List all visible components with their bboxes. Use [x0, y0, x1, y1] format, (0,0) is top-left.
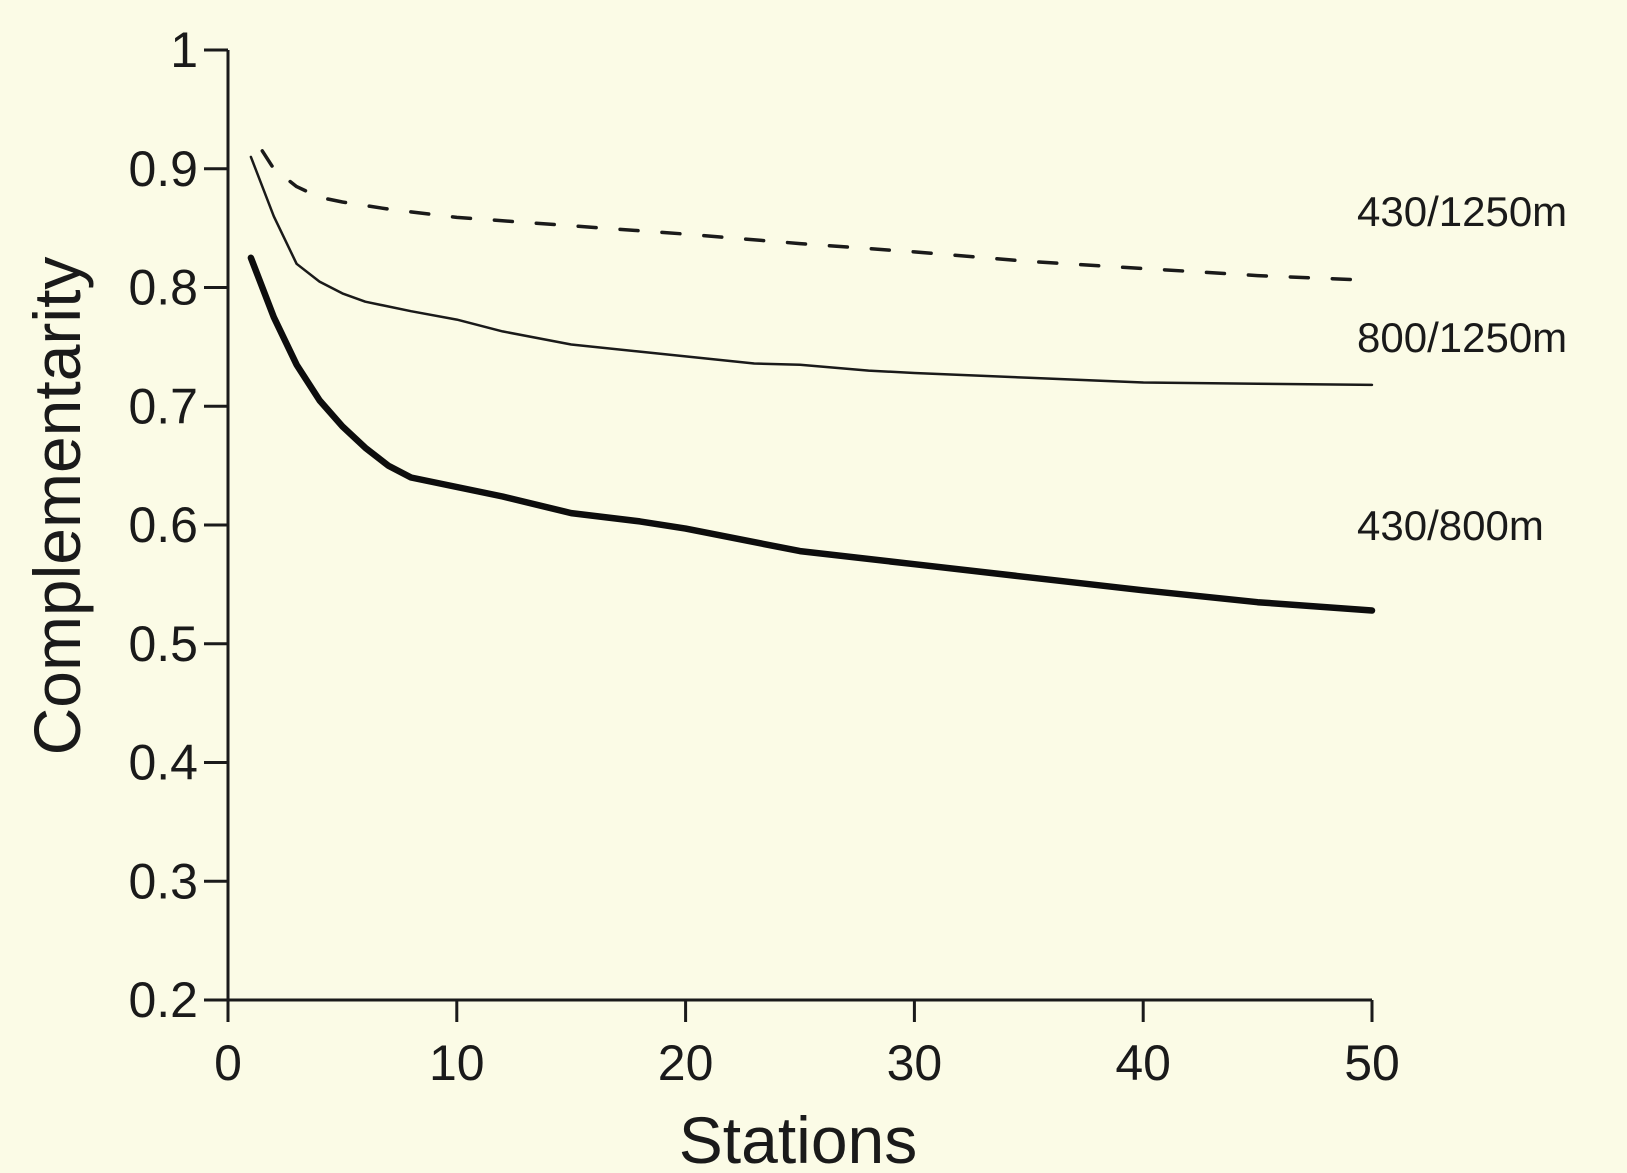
y-tick-label: 0.9 [128, 141, 198, 197]
y-tick-label: 0.8 [128, 260, 198, 316]
axes: 0.20.30.40.50.60.70.80.910 10 20 30 40 50 [128, 22, 1399, 1091]
labels-layer: 430/1250m 800/1250m 430/800m [1357, 188, 1567, 549]
series-label-430-1250m: 430/1250m [1357, 188, 1567, 235]
x-tick-label: 10 [429, 1035, 485, 1091]
y-tick-label: 1 [170, 22, 198, 78]
series-line-430-1250m [260, 149, 1374, 283]
y-tick-label: 0.5 [128, 616, 198, 672]
y-tick-label: 0.6 [128, 497, 198, 553]
y-tick-label: 0.4 [128, 735, 198, 791]
series-layer [247, 149, 1376, 614]
x-tick-label: 0 [214, 1035, 242, 1091]
y-tick-label: 0.7 [128, 378, 198, 434]
x-tick-label: 50 [1344, 1035, 1400, 1091]
series-line-800-1250m [249, 155, 1374, 387]
y-tick-label: 0.2 [128, 972, 198, 1028]
x-axis-title: Stations [679, 1103, 917, 1173]
x-tick-label: 40 [1115, 1035, 1171, 1091]
series-label-430-800m: 430/800m [1357, 502, 1544, 549]
series-label-800-1250m: 800/1250m [1357, 314, 1567, 361]
series-line-430-800m [247, 254, 1376, 614]
x-tick-label: 20 [658, 1035, 714, 1091]
y-tick-label: 0.3 [128, 853, 198, 909]
y-axis-title: Complementarity [20, 257, 94, 756]
x-tick-label: 30 [887, 1035, 943, 1091]
